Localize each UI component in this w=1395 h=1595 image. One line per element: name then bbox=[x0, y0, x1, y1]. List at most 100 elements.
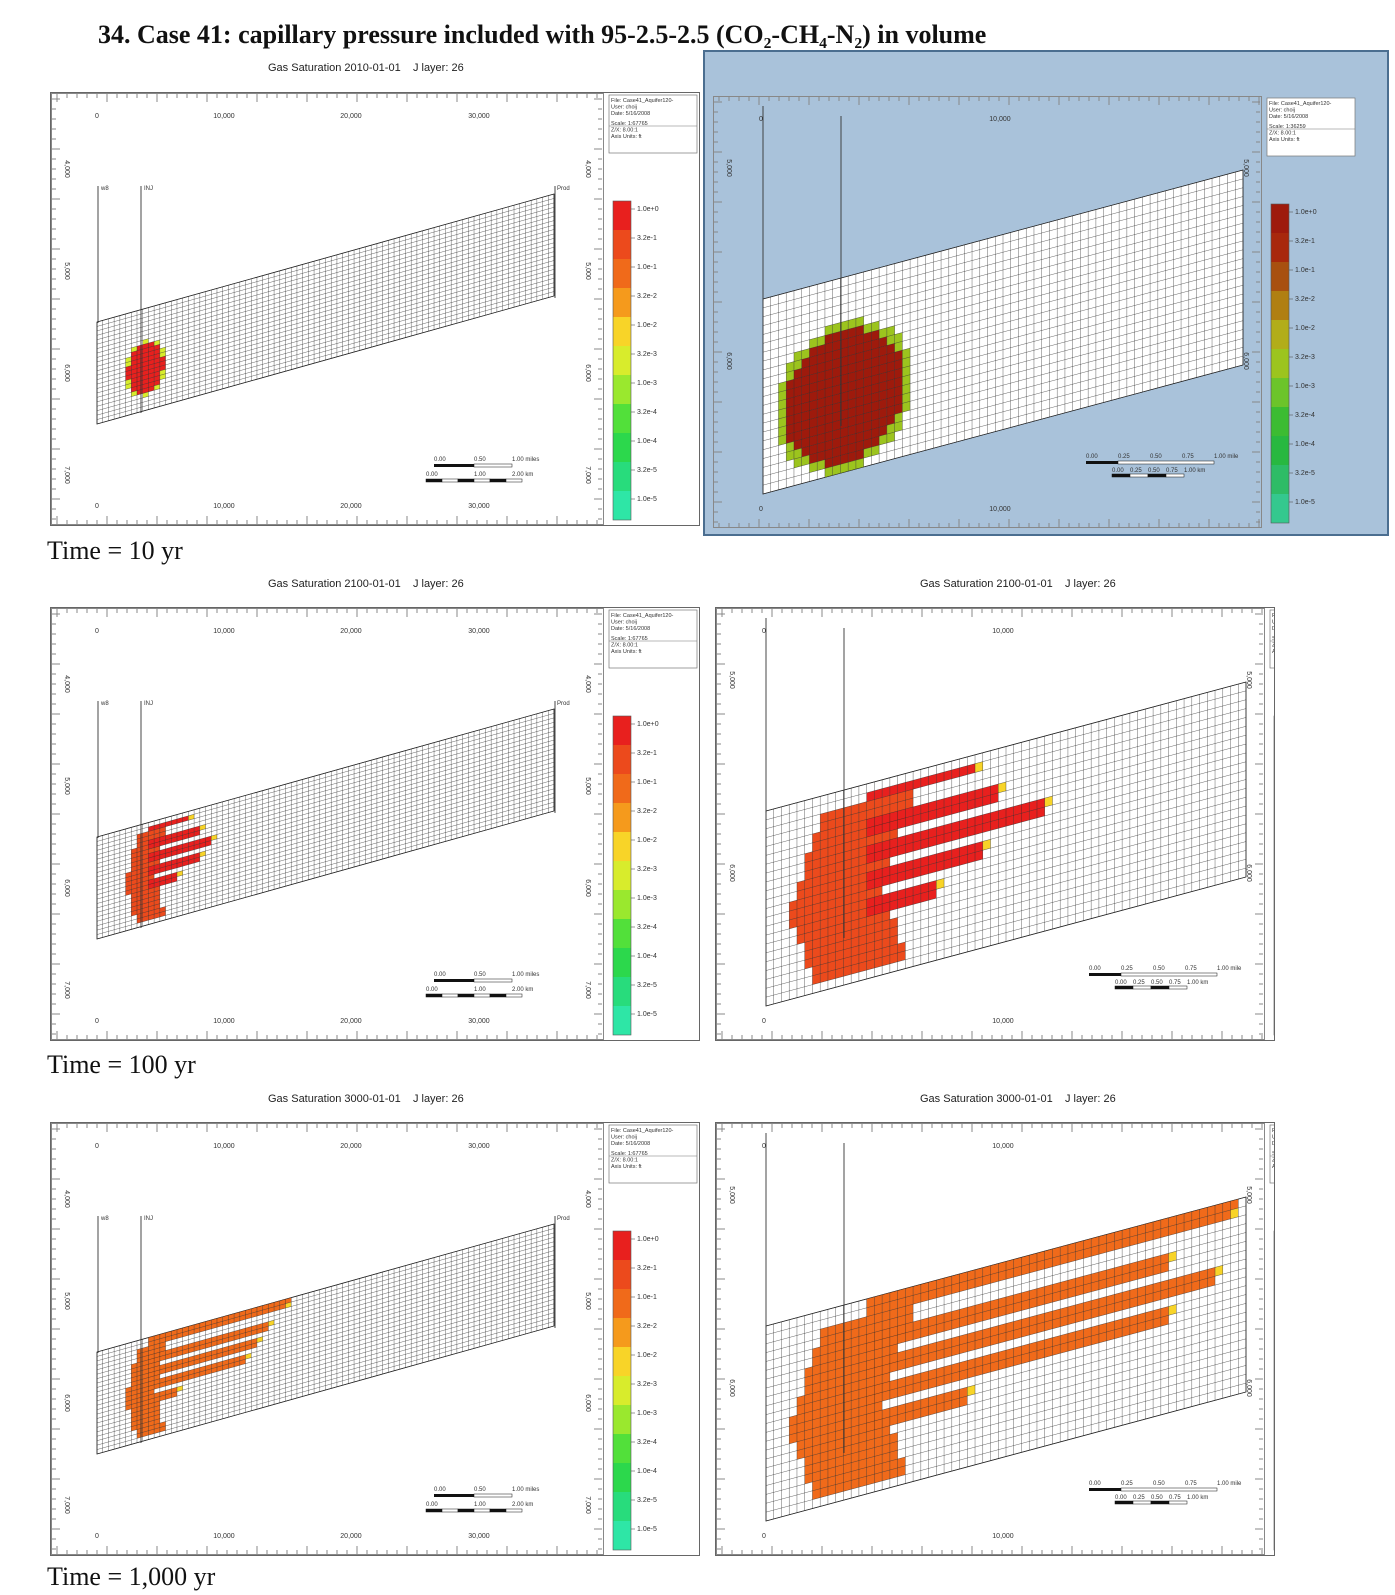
scale-label: 1.00 mile bbox=[1217, 1481, 1242, 1487]
info-line: File: Case41_Aquifer120- bbox=[611, 613, 674, 619]
plume-cell bbox=[804, 1428, 813, 1440]
plume-cell bbox=[1091, 1334, 1099, 1345]
plume-cell bbox=[1114, 1318, 1123, 1330]
plume-cell bbox=[843, 841, 852, 853]
plume-cell bbox=[148, 1393, 155, 1400]
axis-ticks bbox=[717, 609, 1263, 1039]
plume-cell bbox=[889, 935, 898, 947]
plume-cell bbox=[920, 838, 929, 850]
plume-cell bbox=[1114, 1230, 1123, 1242]
plume-cell bbox=[889, 837, 898, 849]
plume-cell bbox=[882, 1461, 890, 1473]
plume-cell bbox=[866, 1465, 875, 1477]
plume-cell bbox=[905, 842, 914, 854]
x-tick-label: 0 bbox=[95, 113, 99, 120]
plume-cell bbox=[245, 1326, 252, 1333]
grid-line bbox=[765, 814, 1247, 945]
y-tick-label: 5,000 bbox=[725, 159, 732, 177]
plume-cell bbox=[951, 767, 960, 779]
plume-cell bbox=[1160, 1217, 1169, 1229]
x-tick-label: 10,000 bbox=[213, 1533, 235, 1540]
legend-swatch bbox=[613, 1405, 631, 1434]
plume-cell bbox=[262, 1308, 269, 1315]
plume-cell bbox=[866, 1474, 875, 1486]
plume-cell bbox=[902, 392, 911, 404]
plume-cell bbox=[804, 1366, 813, 1378]
grid-line bbox=[96, 193, 555, 323]
plume-cell bbox=[936, 1366, 945, 1378]
plume-cell bbox=[920, 1326, 929, 1338]
plume-cell bbox=[840, 391, 849, 403]
info-line: Z/X: 8.00:1 bbox=[611, 127, 638, 133]
x-tick-label: 20,000 bbox=[340, 113, 362, 120]
plume-cell bbox=[131, 910, 137, 917]
grid-line bbox=[96, 1316, 555, 1446]
plume-cell bbox=[1083, 1327, 1092, 1339]
plume-cell bbox=[1145, 1230, 1154, 1242]
plume-cell bbox=[843, 832, 852, 844]
plume-cell bbox=[148, 1420, 155, 1427]
scale-label: 0.25 bbox=[1121, 1481, 1133, 1487]
plume-cell bbox=[866, 1350, 875, 1361]
y-tick-label: 6,000 bbox=[584, 879, 591, 897]
file-info-box: File: Case41_Aquifer120-User: choijDate:… bbox=[1269, 1124, 1274, 1184]
plume-cell bbox=[959, 1280, 968, 1292]
plume-cell bbox=[205, 1368, 212, 1375]
plume-cell bbox=[796, 898, 805, 910]
plot-title: Gas Saturation 2100-01-01 J layer: 26 bbox=[920, 578, 1116, 590]
plume-cell bbox=[148, 852, 155, 859]
plume-cell bbox=[975, 850, 983, 862]
plume-cell bbox=[125, 1395, 132, 1402]
plume-cell bbox=[176, 1328, 183, 1335]
plume-cell bbox=[809, 355, 818, 367]
plume-cell bbox=[154, 1400, 160, 1407]
info-line: Date: 5/16/2008 bbox=[611, 111, 650, 117]
plume-cell bbox=[245, 1339, 252, 1346]
info-line: User: choij bbox=[611, 105, 637, 111]
plume-cell bbox=[827, 969, 836, 981]
plume-cell bbox=[827, 1475, 836, 1487]
plume-cell bbox=[154, 1338, 160, 1345]
plume-cell bbox=[131, 346, 137, 353]
plume-cell bbox=[176, 1372, 183, 1379]
plume-cell bbox=[142, 391, 149, 398]
plume-cell bbox=[936, 1402, 945, 1414]
plume-cell bbox=[874, 1356, 883, 1368]
plume-cell bbox=[154, 841, 160, 848]
grid-line bbox=[96, 766, 555, 895]
plume-cell bbox=[194, 856, 200, 864]
plume-cell bbox=[1029, 1297, 1037, 1309]
plume-cell bbox=[858, 1423, 867, 1434]
plume-cell bbox=[1060, 1253, 1068, 1265]
plume-cell bbox=[928, 1280, 937, 1292]
scale-label: 1.00 km bbox=[1187, 1495, 1208, 1501]
plume-cell bbox=[234, 1356, 240, 1363]
plume-cell bbox=[858, 1476, 867, 1488]
plume-cell bbox=[1006, 1321, 1014, 1333]
plume-cell bbox=[812, 1346, 821, 1358]
plume-cell bbox=[866, 817, 875, 829]
plume-cell bbox=[234, 1334, 240, 1341]
plume-cell bbox=[188, 1360, 195, 1367]
plume-cell bbox=[824, 395, 833, 407]
plume-cell bbox=[194, 1323, 200, 1330]
plume-cell bbox=[882, 1407, 890, 1419]
plume-cell bbox=[820, 820, 828, 832]
plume-cell bbox=[863, 367, 872, 379]
plume-cell bbox=[928, 836, 937, 848]
plume-cell bbox=[154, 362, 160, 369]
legend-label: 1.0e+0 bbox=[1295, 209, 1317, 216]
plume-cell bbox=[827, 827, 836, 839]
grid-line bbox=[765, 1382, 1247, 1513]
plume-cell bbox=[866, 1376, 875, 1388]
plume-cell bbox=[905, 815, 914, 827]
grid-line bbox=[96, 1232, 555, 1362]
plume-cell bbox=[239, 1354, 246, 1361]
plume-cell bbox=[142, 884, 149, 891]
x-tick-label: 0 bbox=[95, 1143, 99, 1150]
plume-cell bbox=[188, 1324, 195, 1331]
plume-cell bbox=[913, 1293, 921, 1305]
plume-cell bbox=[866, 870, 875, 882]
grid-line bbox=[762, 223, 1244, 353]
